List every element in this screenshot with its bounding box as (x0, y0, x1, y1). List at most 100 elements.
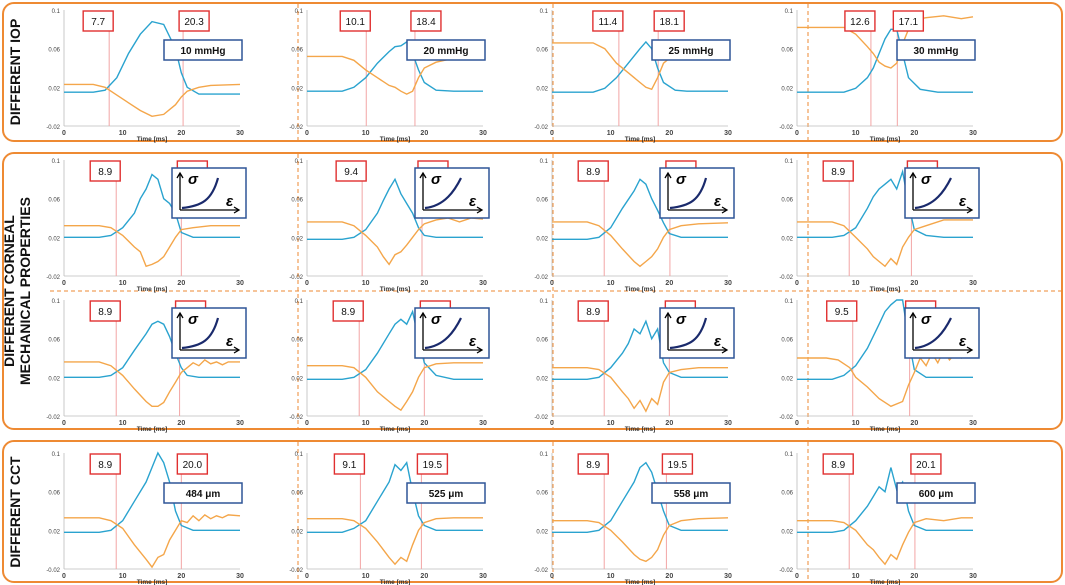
y-tick-label: -0.02 (289, 275, 303, 281)
condition-label: 600 μm (919, 489, 954, 500)
x-tick-label: 20 (177, 420, 185, 427)
x-tick-label: 30 (479, 573, 487, 580)
y-tick-label: 0.1 (785, 299, 794, 305)
strain-symbol: ε (469, 193, 477, 210)
deformation-series-line (797, 28, 973, 93)
x-tick-label: 30 (969, 130, 977, 137)
stress-axis-arrow (909, 311, 917, 319)
counter-series-line (307, 217, 484, 266)
marker-label-box (661, 453, 694, 475)
stress-symbol: σ (921, 311, 932, 328)
stress-symbol: σ (188, 171, 199, 188)
y-tick-label: 0.1 (52, 299, 61, 305)
y-tick-label: 0.1 (785, 452, 794, 458)
x-axis-label: Time [ms] (625, 286, 656, 293)
condition-label: 525 μm (429, 489, 464, 500)
x-tick-label: 30 (236, 573, 244, 580)
marker-label: 9.1 (342, 460, 356, 471)
x-tick-label: 10 (362, 573, 370, 580)
counter-series-line (797, 219, 973, 268)
stress-axis-arrow (664, 311, 672, 319)
y-tick-label: 0.06 (291, 338, 303, 344)
stress-axis-arrow (664, 171, 672, 179)
y-tick-label: -0.02 (46, 568, 60, 574)
x-axis-label: Time [ms] (625, 579, 656, 585)
deformation-series-line (552, 461, 728, 533)
marker-label: 12.6 (850, 17, 870, 28)
x-tick-label: 20 (665, 130, 673, 137)
strain-axis-arrow (966, 206, 974, 214)
deformation-series-line (307, 177, 483, 240)
marker-label-box (577, 300, 609, 322)
y-tick-label: -0.02 (779, 568, 793, 574)
x-tick-label: 0 (795, 280, 799, 287)
strain-symbol: ε (714, 193, 722, 210)
y-tick-label: -0.02 (534, 275, 548, 281)
x-tick-label: 30 (969, 573, 977, 580)
marker-label-box (910, 453, 942, 475)
x-tick-label: 20 (177, 130, 185, 137)
counter-series-line (64, 359, 240, 407)
y-tick-label: -0.02 (779, 275, 793, 281)
x-axis-label: Time [ms] (137, 136, 168, 143)
counter-series-line (307, 517, 483, 566)
strain-axis-arrow (721, 346, 729, 354)
y-tick-label: 0.02 (781, 86, 793, 92)
marker-label: 10.1 (346, 17, 366, 28)
x-tick-label: 20 (910, 280, 918, 287)
x-tick-label: 30 (479, 280, 487, 287)
y-tick-label: 0.1 (540, 299, 549, 305)
stress-symbol: σ (676, 311, 687, 328)
x-tick-label: 20 (420, 573, 428, 580)
marker-label-box (335, 160, 367, 182)
stress-symbol: σ (188, 311, 199, 328)
strain-axis-arrow (233, 346, 241, 354)
marker-label: 11.4 (599, 17, 618, 28)
stress-axis-arrow (176, 171, 184, 179)
y-tick-label: -0.02 (46, 415, 60, 421)
deformation-series-line (797, 467, 973, 533)
marker-label: 8.9 (341, 307, 355, 318)
marker-label: 20.0 (183, 460, 203, 471)
strain-symbol: ε (714, 333, 722, 350)
y-tick-label: 0.02 (291, 529, 303, 535)
strain-axis-arrow (476, 346, 484, 354)
x-axis-label: Time [ms] (137, 286, 168, 293)
x-axis-label: Time [ms] (625, 426, 656, 433)
y-tick-label: 0.06 (781, 338, 793, 344)
marker-label-box (332, 300, 364, 322)
marker-label-box (653, 10, 685, 32)
marker-label: 20.3 (184, 17, 204, 28)
x-tick-label: 0 (305, 420, 309, 427)
y-tick-label: -0.02 (46, 125, 60, 131)
marker-label: 8.9 (831, 460, 845, 471)
marker-label: 8.9 (98, 460, 112, 471)
y-tick-label: 0.02 (536, 236, 548, 242)
marker-label: 7.7 (91, 17, 105, 28)
stress-symbol: σ (921, 171, 932, 188)
marker-label-box (89, 160, 121, 182)
marker-label-box (339, 10, 371, 32)
marker-label: 20.1 (916, 460, 936, 471)
marker-label: 8.9 (98, 307, 112, 318)
y-tick-label: 0.02 (781, 376, 793, 382)
x-tick-label: 30 (969, 280, 977, 287)
y-tick-label: 0.1 (295, 452, 304, 458)
condition-box (651, 39, 731, 61)
y-tick-label: 0.02 (291, 376, 303, 382)
marker-label-box (826, 300, 858, 322)
deformation-series-line (307, 40, 483, 92)
x-axis-label: Time [ms] (380, 579, 411, 585)
x-tick-label: 0 (795, 420, 799, 427)
marker-label-box (892, 10, 925, 32)
y-tick-label: 0.06 (291, 198, 303, 204)
marker-label-box (844, 10, 876, 32)
x-tick-label: 0 (550, 280, 554, 287)
x-tick-label: 0 (795, 573, 799, 580)
marker-label-box (822, 160, 854, 182)
x-tick-label: 30 (724, 130, 732, 137)
y-tick-label: 0.06 (536, 198, 548, 204)
x-tick-label: 20 (420, 420, 428, 427)
strain-symbol: ε (469, 333, 477, 350)
